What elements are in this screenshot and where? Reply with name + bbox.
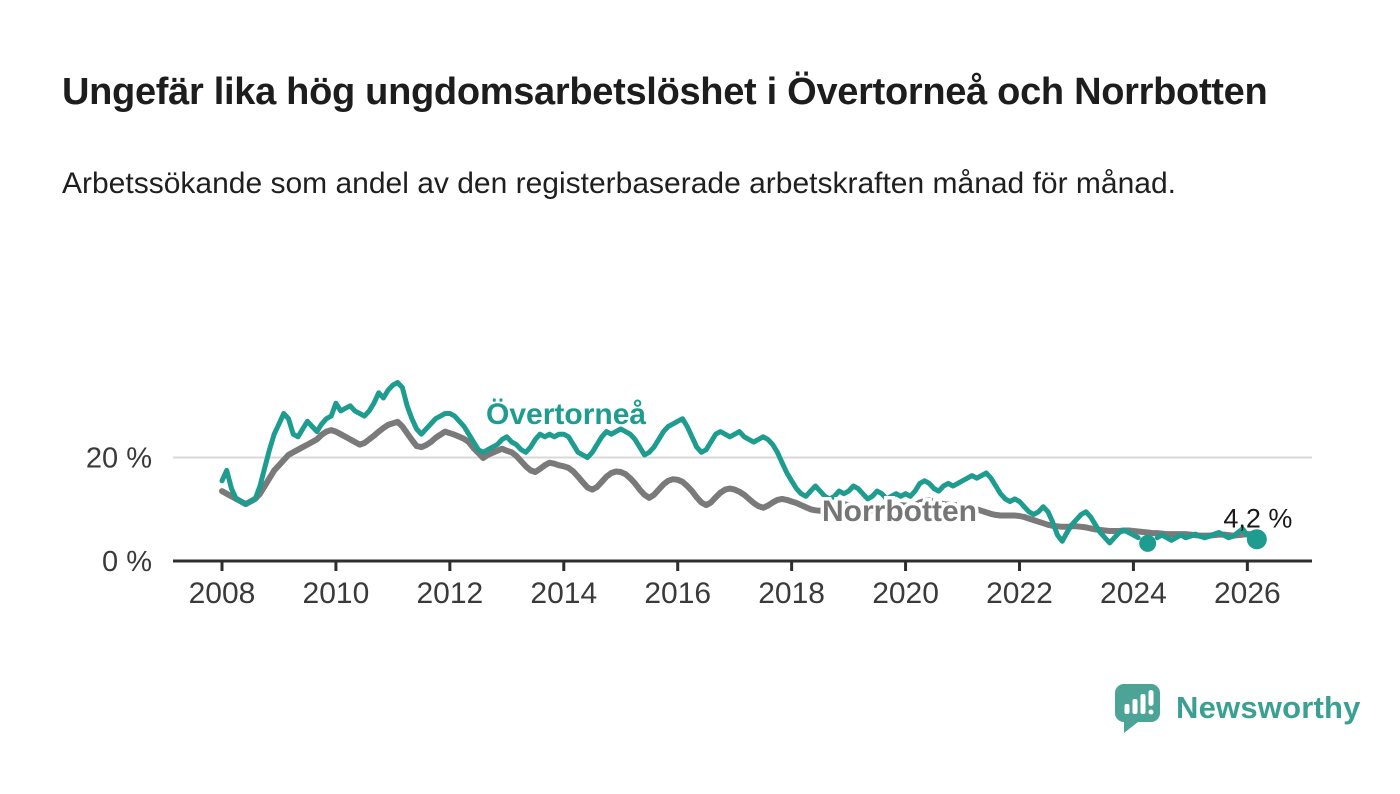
series-line-norrbotten (219, 418, 1260, 539)
x-tick-label: 2008 (189, 577, 256, 610)
brand-name: Newsworthy (1176, 690, 1361, 725)
x-tick-label: 2022 (986, 577, 1053, 610)
data-point-marker (1139, 534, 1157, 552)
x-tick-label: 2024 (1100, 577, 1167, 610)
x-tick-label: 2026 (1214, 577, 1281, 610)
x-tick-label: 2010 (303, 577, 370, 610)
label-layer: 0 % 20 % Norrbotten Övertorneå 4,2 % (86, 398, 1292, 578)
chart-subtitle: Arbetssökande som andel av den registerb… (62, 167, 1176, 200)
series-label-övertorneå: Övertorneå (486, 398, 646, 431)
x-axis: 2008 2010 2012 2014 2016 2018 2020 2022 2024 2026 (173, 559, 1312, 610)
chart-header: Ungefär lika hög ungdomsarbetslöshet i Ö… (62, 64, 1322, 209)
logo-exclamation-bar (1148, 690, 1154, 706)
series-label-norrbotten: Norrbotten (822, 495, 977, 528)
y-tick-label: 20 % (86, 443, 152, 475)
y-tick-label: 0 % (102, 546, 152, 578)
x-tick-label: 2014 (530, 577, 597, 610)
logo-bars (1124, 690, 1154, 715)
newsworthy-logo-icon (1115, 684, 1160, 733)
series-layer (219, 380, 1267, 552)
data-point-marker (1246, 529, 1267, 550)
x-tick-label: 2012 (416, 577, 483, 610)
latest-value-label: 4,2 % (1223, 503, 1292, 533)
logo-exclamation-dot (1148, 709, 1154, 715)
x-tick-label: 2016 (644, 577, 711, 610)
series-line-övertorneå (219, 380, 1260, 546)
brand-footer: Newsworthy (1114, 682, 1361, 734)
x-tick-label: 2018 (758, 577, 825, 610)
x-tick-label: 2020 (872, 577, 939, 610)
chart-title: Ungefär lika hög ungdomsarbetslöshet i Ö… (62, 71, 1268, 113)
